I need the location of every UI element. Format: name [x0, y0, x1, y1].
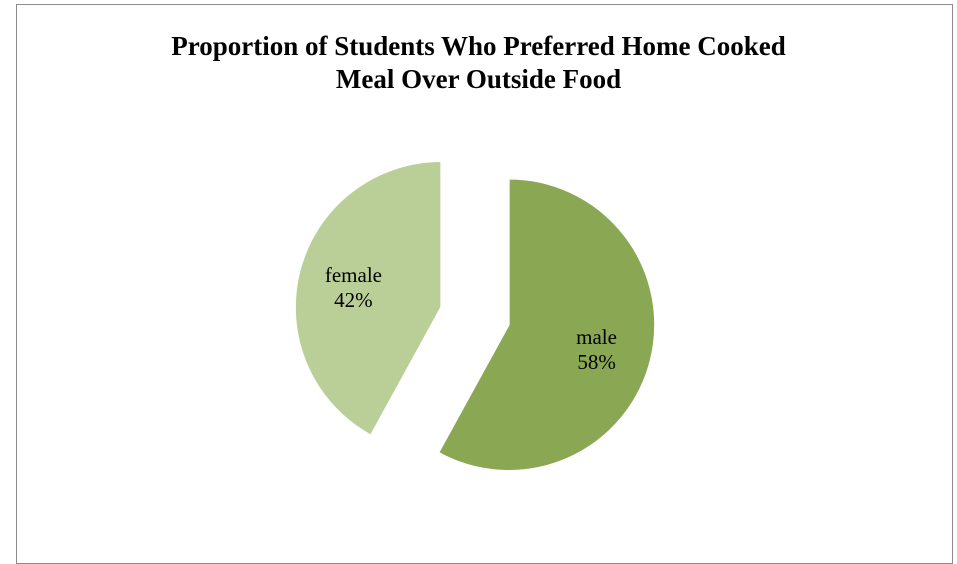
slice-label-male: male	[576, 325, 617, 349]
chart-title-line-2: Meal Over Outside Food	[335, 64, 622, 94]
slice-value-male: 58%	[577, 350, 616, 374]
chart-area	[16, 4, 953, 564]
chart-title-line-1: Proportion of Students Who Preferred Hom…	[171, 31, 786, 61]
slice-value-female: 42%	[334, 288, 373, 312]
chart-title: Proportion of Students Who Preferred Hom…	[0, 30, 957, 96]
pie-slice-female	[294, 160, 442, 437]
pie-slice-male	[437, 177, 656, 472]
slice-label-female: female	[325, 263, 382, 287]
